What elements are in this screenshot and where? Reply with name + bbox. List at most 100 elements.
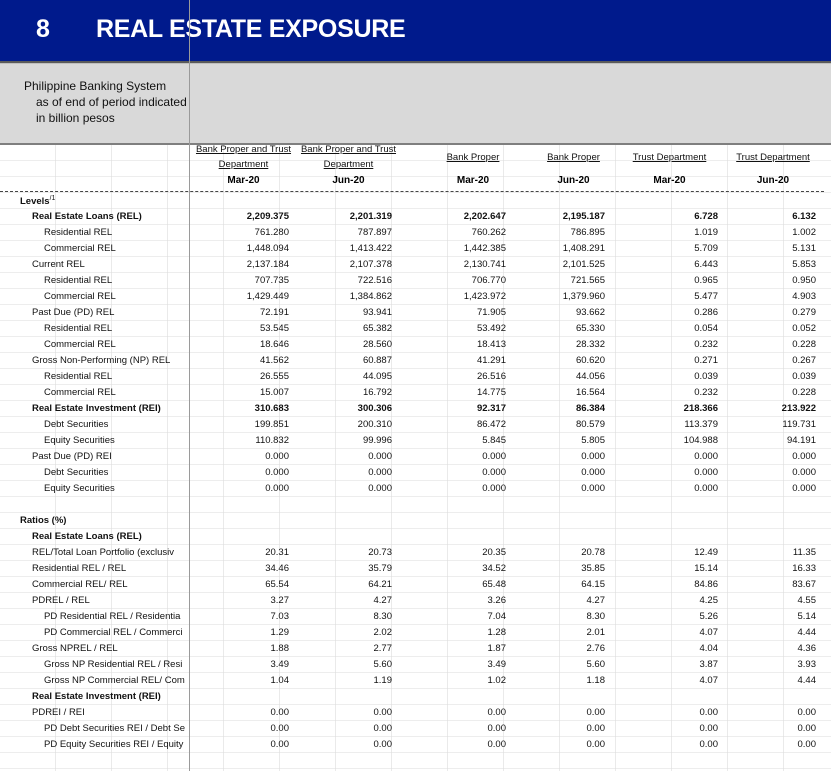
cell-value: 86.384 bbox=[575, 403, 605, 414]
cell-value: 3.93 bbox=[797, 659, 817, 670]
row-label: Equity Securities bbox=[44, 435, 115, 446]
row-label: Real Estate Investment (REI) bbox=[32, 403, 161, 414]
table-row[interactable]: PDREL / REL 3.27 4.27 3.26 4.27 4.25 4.55 bbox=[0, 593, 831, 609]
cell-value: 1,429.449 bbox=[246, 291, 289, 302]
cell-value: 3.27 bbox=[270, 595, 290, 606]
table-row[interactable]: Gross NP Commercial REL/ Com 1.04 1.19 1.02… bbox=[0, 673, 831, 689]
cell-value: 15.007 bbox=[259, 387, 289, 398]
table-row[interactable]: Real Estate Investment (REI) 310.683 300.3… bbox=[0, 401, 831, 417]
table-row[interactable]: Commercial REL/ REL 65.54 64.21 65.48 64.15 8… bbox=[0, 577, 831, 593]
cell-value: 60.887 bbox=[362, 355, 392, 366]
cell-value: 0.000 bbox=[265, 467, 289, 478]
cell-value: 3.49 bbox=[270, 659, 290, 670]
table-row[interactable]: Residential REL 26.555 44.095 26.516 44.056 0… bbox=[0, 369, 831, 385]
cell-value: 0.000 bbox=[482, 451, 506, 462]
table-row[interactable]: Commercial REL 15.007 16.792 14.775 16.564 0.… bbox=[0, 385, 831, 401]
table-row[interactable]: Real Estate Loans (REL) 2,209.375 2,201.31… bbox=[0, 209, 831, 225]
cell-value: 1.28 bbox=[487, 627, 507, 638]
cell-value: 760.262 bbox=[471, 227, 506, 238]
cell-value: 4.07 bbox=[699, 627, 719, 638]
cell-value: 1.02 bbox=[487, 675, 507, 686]
cell-value: 53.492 bbox=[476, 323, 506, 334]
table-row[interactable]: Gross NP Residential REL / Resi 3.49 5.60 3… bbox=[0, 657, 831, 673]
cell-value: 0.000 bbox=[368, 467, 392, 478]
cell-value: 7.04 bbox=[487, 611, 507, 622]
subheader-line: Philippine Banking System bbox=[24, 79, 167, 93]
cell-value: 786.895 bbox=[570, 227, 605, 238]
column-header-line: Bank Proper bbox=[547, 152, 600, 163]
cell-value: 0.000 bbox=[694, 467, 718, 478]
row-label: REL/Total Loan Portfolio (exclusiv bbox=[32, 547, 175, 558]
header-divider bbox=[0, 191, 824, 192]
table-row[interactable]: Debt Securities 0.000 0.000 0.000 0.000 0.000… bbox=[0, 465, 831, 481]
table-row[interactable]: Past Due (PD) REL 72.191 93.941 71.905 93.66… bbox=[0, 305, 831, 321]
cell-value: 6.728 bbox=[694, 211, 718, 222]
table-row[interactable]: Commercial REL 1,448.094 1,413.422 1,442.38… bbox=[0, 241, 831, 257]
cell-value: 2.02 bbox=[373, 627, 393, 638]
cell-value: 2.01 bbox=[586, 627, 606, 638]
cell-value: 4.07 bbox=[699, 675, 719, 686]
cell-value: 300.306 bbox=[357, 403, 392, 414]
spreadsheet-grid[interactable]: Bank Proper and Trust Department Mar-20 Ban… bbox=[0, 145, 831, 771]
table-row[interactable]: Commercial REL 18.646 28.560 18.413 28.332 0.… bbox=[0, 337, 831, 353]
table-row[interactable]: Residential REL 707.735 722.516 706.770 721.… bbox=[0, 273, 831, 289]
cell-value: 213.922 bbox=[781, 403, 816, 414]
table-row[interactable]: Commercial REL 1,429.449 1,384.862 1,423.97… bbox=[0, 289, 831, 305]
row-label: PD Equity Securities REI / Equity bbox=[44, 739, 184, 750]
table-row[interactable]: REL/Total Loan Portfolio (exclusiv 20.31 2… bbox=[0, 545, 831, 561]
cell-value: 4.04 bbox=[699, 643, 719, 654]
section-header-ratios: Ratios (%) bbox=[0, 513, 831, 529]
table-row[interactable]: Residential REL 761.280 787.897 760.262 786.… bbox=[0, 225, 831, 241]
cell-value: 0.000 bbox=[694, 451, 718, 462]
cell-value: 0.000 bbox=[581, 451, 605, 462]
cell-value: 4.44 bbox=[797, 627, 817, 638]
table-row[interactable]: Equity Securities 110.832 99.996 5.845 5.805… bbox=[0, 433, 831, 449]
table-row[interactable]: Gross NPREL / REL 1.88 2.77 1.87 2.76 4.04 4.3… bbox=[0, 641, 831, 657]
cell-value: 71.905 bbox=[476, 307, 506, 318]
column-header-line: Department bbox=[323, 159, 374, 170]
cell-value: 28.332 bbox=[575, 339, 605, 350]
column-header-line: Bank Proper bbox=[446, 152, 500, 163]
cell-value: 2,202.647 bbox=[463, 211, 506, 222]
cell-value: 1,442.385 bbox=[463, 243, 506, 254]
column-header: Bank Proper and Trust Department bbox=[190, 145, 297, 172]
cell-value: 0.000 bbox=[482, 467, 506, 478]
row-label: Gross Non-Performing (NP) REL bbox=[32, 355, 171, 366]
cell-value: 5.26 bbox=[699, 611, 719, 622]
table-row[interactable]: Residential REL 53.545 65.382 53.492 65.330 0… bbox=[0, 321, 831, 337]
cell-value: 94.191 bbox=[786, 435, 816, 446]
column-period: Mar-20 bbox=[653, 175, 686, 186]
table-row[interactable]: Current REL 2,137.184 2,107.378 2,130.741 2,… bbox=[0, 257, 831, 273]
table-row[interactable]: Real Estate Loans (REL) bbox=[0, 529, 831, 545]
cell-value: 16.33 bbox=[792, 563, 816, 574]
cell-value: 2.77 bbox=[373, 643, 393, 654]
cell-value: 34.46 bbox=[265, 563, 289, 574]
cell-value: 707.735 bbox=[254, 275, 289, 286]
cell-value: 0.000 bbox=[792, 467, 816, 478]
row-label: Commercial REL bbox=[44, 243, 116, 254]
column-period: Jun-20 bbox=[557, 175, 590, 186]
cell-value: 1,408.291 bbox=[562, 243, 605, 254]
cell-value: 3.49 bbox=[487, 659, 507, 670]
section-header-levels: Levels/1 bbox=[0, 193, 831, 209]
cell-value: 20.31 bbox=[265, 547, 289, 558]
table-row[interactable]: PD Equity Securities REI / Equity 0.00 0.0… bbox=[0, 737, 831, 753]
column-header-line: Bank Proper and Trust bbox=[300, 145, 397, 155]
table-row[interactable]: PD Commercial REL / Commerci 1.29 2.02 1.28… bbox=[0, 625, 831, 641]
table-row[interactable]: Gross Non-Performing (NP) REL 41.562 60.88… bbox=[0, 353, 831, 369]
cell-value: 0.286 bbox=[694, 307, 718, 318]
cell-value: 2,195.187 bbox=[562, 211, 605, 222]
row-label: Commercial REL bbox=[44, 291, 116, 302]
table-row[interactable]: Real Estate Investment (REI) bbox=[0, 689, 831, 705]
table-row[interactable]: PDREI / REI 0.00 0.00 0.00 0.00 0.00 0.00 bbox=[0, 705, 831, 721]
cell-value: 1.29 bbox=[270, 627, 290, 638]
table-row[interactable]: PD Debt Securities REI / Debt Se 0.00 0.00… bbox=[0, 721, 831, 737]
row-label: PD Residential REL / Residentia bbox=[44, 611, 181, 622]
table-row[interactable]: Debt Securities 199.851 200.310 86.472 80.57… bbox=[0, 417, 831, 433]
table-row[interactable]: PD Residential REL / Residentia 7.03 8.30 7… bbox=[0, 609, 831, 625]
table-row[interactable]: Residential REL / REL 34.46 35.79 34.52 35.8… bbox=[0, 561, 831, 577]
cell-value: 84.86 bbox=[694, 579, 718, 590]
cell-value: 110.832 bbox=[255, 435, 289, 446]
table-row[interactable]: Equity Securities 0.000 0.000 0.000 0.000 0.0… bbox=[0, 481, 831, 497]
table-row[interactable]: Past Due (PD) REI 0.000 0.000 0.000 0.000 0.0… bbox=[0, 449, 831, 465]
